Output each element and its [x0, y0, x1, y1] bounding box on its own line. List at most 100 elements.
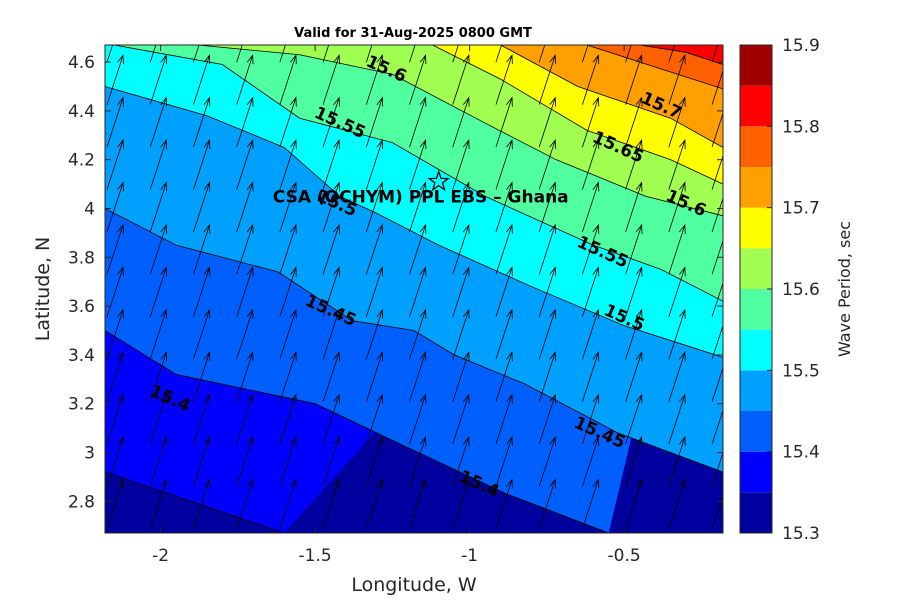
wave-vector: [365, 436, 384, 487]
wave-vector: [193, 308, 211, 360]
contour-line-15.35: [105, 471, 285, 533]
wave-vector: [538, 45, 546, 63]
contour-line-15.45: [105, 208, 723, 473]
wave-vector: [322, 45, 330, 63]
wave-vector: [582, 308, 600, 360]
colorbar-segment: [740, 126, 772, 167]
wave-vector: [365, 308, 384, 360]
wave-vector: [452, 436, 470, 487]
wave-vector: [538, 436, 556, 487]
y-tick-label: 3.8: [68, 248, 95, 268]
wave-vector: [149, 138, 168, 190]
wave-vector: [452, 393, 470, 445]
colorbar-tick-label: 15.4: [782, 443, 820, 463]
wave-vector: [149, 96, 168, 148]
wave-vector: [495, 223, 513, 275]
contour-line-15.7: [500, 45, 723, 148]
wave-vector: [322, 393, 340, 445]
colorbar-segment: [740, 248, 772, 289]
wave-vector: [495, 96, 513, 148]
wave-vector: [106, 478, 124, 530]
contour-line-15.8: [639, 45, 723, 65]
x-tick-label: -1: [461, 546, 478, 566]
wave-vector: [538, 223, 556, 275]
y-tick-label: 4: [84, 199, 95, 219]
wave-vector: [495, 266, 513, 317]
x-tick-label: -2: [152, 546, 169, 566]
wave-vector: [365, 96, 384, 148]
y-tick-label: 4.6: [68, 53, 95, 73]
wave-vector: [106, 96, 124, 148]
wave-vector: [322, 308, 340, 360]
wave-vector: [409, 478, 427, 530]
colorbar-segment: [740, 167, 772, 208]
wave-vector: [538, 181, 556, 233]
wave-vector: [409, 351, 427, 402]
wave-vector: [495, 45, 502, 63]
wave-vector: [495, 308, 513, 360]
wave-vector: [668, 138, 686, 190]
colorbar-segment: [740, 45, 772, 86]
wave-vector: [279, 393, 297, 445]
wave-vector: [625, 223, 643, 275]
colorbar-tick-label: 15.6: [782, 280, 820, 300]
wave-vector: [668, 308, 686, 360]
wave-vector: [409, 223, 427, 275]
wave-vector: [236, 45, 243, 63]
wave-vector: [495, 436, 513, 487]
wave-vector: [582, 351, 600, 402]
wave-vector: [409, 308, 427, 360]
wave-vector: [711, 273, 723, 317]
wave-vector: [279, 223, 297, 275]
wave-vector: [495, 351, 513, 402]
wave-vector: [668, 478, 686, 530]
colorbar-tick-label: 15.9: [782, 36, 820, 56]
wave-vector: [149, 308, 168, 360]
wave-vector: [193, 351, 211, 402]
contour-line-15.5: [105, 86, 723, 358]
wave-vector: [582, 478, 600, 530]
wave-vector: [106, 436, 124, 487]
wave-vector: [193, 223, 211, 275]
wave-vector: [582, 393, 600, 445]
wave-vector: [149, 393, 168, 445]
wave-vector: [711, 442, 723, 487]
wave-vector: [452, 351, 470, 402]
wave-vector: [625, 138, 643, 190]
wave-vector: [668, 436, 686, 487]
wave-vector: [538, 308, 556, 360]
wave-vector: [668, 96, 686, 148]
wave-vector: [236, 54, 254, 105]
colorbar-tick-label: 15.3: [782, 524, 820, 544]
wave-vector: [668, 45, 675, 63]
colorbar-segment: [740, 289, 772, 330]
wave-vector: [452, 478, 470, 530]
wave-vector: [668, 393, 686, 445]
wave-vector: [538, 96, 556, 148]
chart-title: Valid for 31-Aug-2025 0800 GMT: [294, 26, 532, 41]
wave-vector: [495, 54, 513, 105]
wave-vector: [409, 181, 427, 233]
colorbar-label: Wave Period, sec: [835, 221, 854, 357]
wave-vector: [365, 223, 384, 275]
wave-vector: [322, 436, 340, 487]
wave-vector: [149, 436, 168, 487]
wave-vector: [625, 436, 643, 487]
wave-vector: [409, 96, 427, 148]
colorbar-segment: [740, 451, 772, 493]
wave-vector: [106, 223, 124, 275]
contour-lines: [105, 45, 723, 533]
wave-vector: [149, 351, 168, 402]
colorbar-tick-label: 15.5: [782, 361, 820, 381]
wave-vector: [711, 145, 723, 190]
wave-vector: [625, 45, 632, 63]
wave-vector: [625, 54, 643, 105]
wave-vector: [711, 358, 723, 402]
wave-vector: [625, 96, 643, 148]
wave-vector: [193, 45, 200, 63]
wave-vector: [711, 315, 723, 360]
site-star-marker: [427, 169, 451, 192]
wave-vector: [236, 478, 254, 530]
